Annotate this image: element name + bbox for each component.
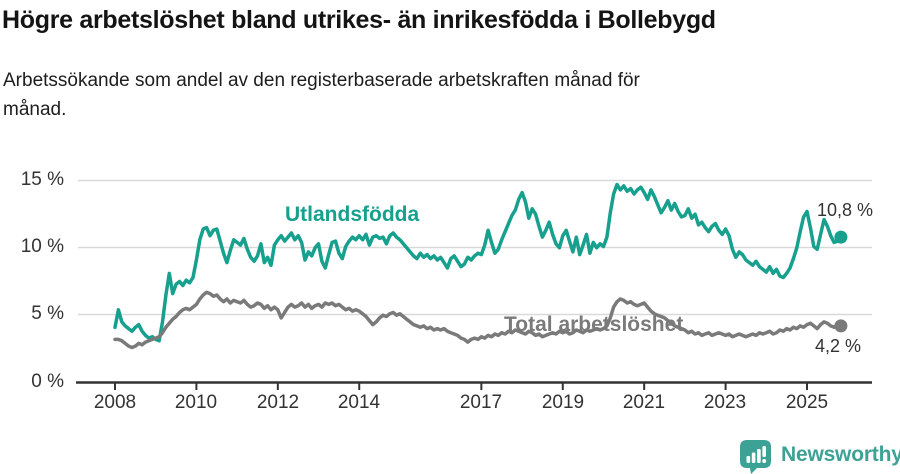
y-tick-label-10: 10 % [20, 236, 64, 257]
axis-tick-marks [114, 382, 808, 390]
subtitle-line-1: Arbetssökande som andel av den registerb… [3, 70, 640, 91]
x-tick-label-2008: 2008 [93, 392, 137, 413]
page-title: Högre arbetslöshet bland utrikes- än inr… [2, 6, 716, 34]
series-label-total-arbetsloshet: Total arbetslöshet [504, 313, 684, 336]
end-value-label-utlandsfodda: 10,8 % [817, 200, 874, 220]
end-value-label-total: 4,2 % [815, 336, 862, 356]
series-label-utlandsfodda: Utlandsfödda [285, 203, 420, 226]
x-axis [76, 381, 872, 390]
subtitle-line-2: månad. [3, 99, 67, 120]
line-utlandsfodda [113, 182, 843, 343]
x-tick-label-2010: 2010 [174, 392, 218, 413]
x-tick-label-2017: 2017 [459, 392, 503, 413]
y-tick-label-15: 15 % [20, 169, 64, 190]
x-tick-label-2014: 2014 [337, 392, 381, 413]
newsworthy-logo-icon [740, 440, 771, 474]
y-tick-label-0: 0 % [31, 371, 64, 392]
x-tick-label-2025: 2025 [785, 392, 829, 413]
y-tick-label-5: 5 % [31, 303, 64, 324]
end-dot-utlandsfodda [834, 230, 848, 244]
line-total [113, 290, 843, 350]
page-subtitle: Arbetssökande som andel av den registerb… [3, 66, 783, 124]
x-tick-label-2023: 2023 [703, 392, 747, 413]
x-tick-label-2012: 2012 [256, 392, 300, 413]
end-dot-total [834, 319, 848, 333]
x-tick-label-2019: 2019 [541, 392, 585, 413]
x-tick-label-2021: 2021 [622, 392, 666, 413]
gridlines [78, 179, 872, 316]
series-lines [113, 182, 848, 350]
brand-name: Newsworthy [781, 443, 900, 466]
